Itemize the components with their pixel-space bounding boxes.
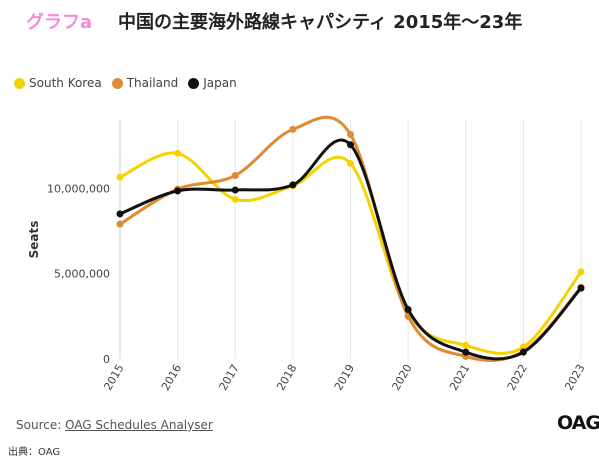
data-point-japan bbox=[404, 305, 412, 313]
data-point-thailand bbox=[347, 131, 354, 139]
data-point-south-korea bbox=[116, 173, 124, 181]
data-point-south-korea bbox=[577, 268, 585, 276]
data-point-south-korea bbox=[347, 160, 354, 168]
legend-marker-thailand bbox=[111, 77, 123, 89]
legend-label: Japan bbox=[203, 76, 237, 90]
x-tick-label: 2016 bbox=[159, 362, 184, 393]
header: グラフa 中国の主要海外路線キャパシティ 2015年～23年 bbox=[0, 0, 599, 46]
data-point-japan bbox=[462, 348, 470, 356]
x-tick-label: 2021 bbox=[447, 362, 472, 393]
y-tick-label: 5,000,000 bbox=[54, 268, 110, 281]
data-point-japan bbox=[231, 186, 239, 194]
x-tick-label: 2019 bbox=[332, 362, 357, 393]
data-point-japan bbox=[519, 348, 527, 356]
data-point-japan bbox=[289, 181, 297, 189]
x-tick-label: 2017 bbox=[217, 362, 242, 393]
source-prefix: Source: bbox=[16, 418, 66, 432]
line-chart: 0 5,000,000 10,000,000 Seats 2015 2016 2017 201… bbox=[27, 115, 588, 393]
source-note: Source: OAG Schedules Analyser bbox=[16, 418, 213, 432]
chart-title: 中国の主要海外路線キャパシティ 2015年～23年 bbox=[118, 12, 523, 33]
x-tick-label: 2023 bbox=[562, 362, 587, 393]
data-point-thailand bbox=[231, 171, 239, 179]
data-point-thailand bbox=[289, 125, 297, 133]
legend-item-japan[interactable]: Japan bbox=[188, 76, 237, 90]
legend-item-thailand[interactable]: Thailand bbox=[111, 76, 179, 90]
data-point-thailand bbox=[116, 220, 124, 228]
credit-note: 出典：OAG bbox=[8, 447, 61, 458]
y-axis-label: Seats bbox=[27, 221, 41, 259]
legend-label: Thailand bbox=[126, 76, 179, 90]
data-point-japan bbox=[577, 284, 585, 292]
x-tick-label: 2022 bbox=[505, 362, 530, 393]
x-tick-label: 2015 bbox=[101, 362, 126, 393]
y-tick-label: 10,000,000 bbox=[47, 182, 110, 195]
data-point-south-korea bbox=[462, 341, 470, 349]
data-point-south-korea bbox=[231, 195, 239, 203]
legend-item-south-korea[interactable]: South Korea bbox=[14, 76, 102, 90]
y-tick-label: 0 bbox=[103, 353, 110, 366]
series-line-south-korea bbox=[118, 151, 583, 355]
series-line-japan bbox=[118, 138, 583, 361]
source-link[interactable]: OAG Schedules Analyser bbox=[65, 418, 213, 432]
data-point-japan bbox=[347, 141, 354, 149]
data-point-south-korea bbox=[174, 149, 182, 157]
legend-marker-japan bbox=[188, 77, 200, 89]
graph-tag: グラフa bbox=[26, 12, 93, 33]
x-tick-label: 2020 bbox=[389, 362, 414, 393]
legend-label: South Korea bbox=[29, 76, 102, 90]
data-point-japan bbox=[174, 187, 182, 195]
oag-logo: OAG bbox=[557, 412, 599, 434]
legend-marker-south-korea bbox=[14, 77, 25, 89]
legend: South Korea Thailand Japan bbox=[14, 76, 237, 90]
x-tick-label: 2018 bbox=[274, 362, 299, 393]
data-point-japan bbox=[116, 210, 124, 218]
